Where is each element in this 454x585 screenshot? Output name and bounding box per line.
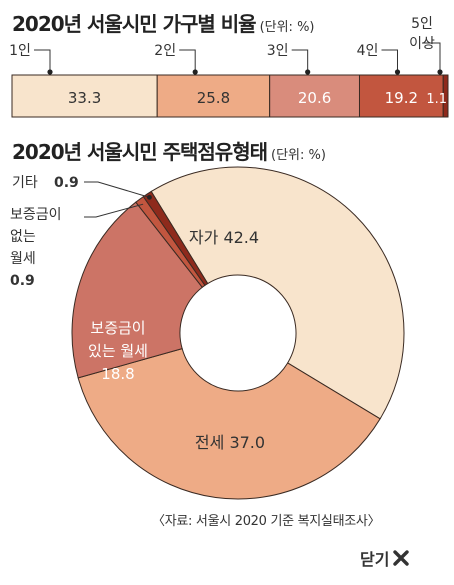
donut-slice-1 <box>150 166 405 420</box>
bar-leader-line-2 <box>179 49 196 71</box>
bar-value-label-1: 33.3 <box>68 89 101 107</box>
bar-value-label-4: 19.2 <box>385 89 418 107</box>
bar-leader-dot-3 <box>305 69 311 75</box>
bar-leader-line-4 <box>381 49 398 71</box>
donut-slice-2 <box>77 348 381 500</box>
chart-unit-housing: (단위: %) <box>271 148 326 163</box>
bar-category-label-3: 3인 <box>267 43 289 59</box>
bar-value-label-5: 1.1 <box>426 92 447 107</box>
bar-leader-dot-5 <box>437 69 443 75</box>
close-label: 닫기 <box>360 550 390 569</box>
bar-category-label-4: 4인 <box>357 43 379 59</box>
bar-leader-dot-1 <box>47 69 53 75</box>
bar-category-label-2: 2인 <box>154 43 176 59</box>
donut-value-slice-3: 18.8 <box>101 365 134 383</box>
donut-leader-line-4 <box>84 203 144 218</box>
bar-leader-dot-4 <box>394 69 401 75</box>
bar-leader-line-3 <box>291 49 309 71</box>
chart-unit-household: (단위: %) <box>259 20 315 35</box>
donut-label-slice-5: 기타 <box>12 175 38 191</box>
bar-segment-2 <box>156 74 271 118</box>
donut-label-slice-3-line-2: 있는 월세 <box>88 342 148 360</box>
donut-label-slice-3-line-1: 보증금이 <box>90 319 145 337</box>
donut-leader-dot-5 <box>147 194 152 200</box>
bar-category-label-1: 1인 <box>9 43 31 59</box>
chart-title-housing-text: 2020년 서울시민 주택점유형태 <box>12 140 268 164</box>
bar-leader-line-5 <box>422 42 441 71</box>
bar-value-label-2: 25.8 <box>197 89 230 107</box>
donut-label-slice-4-line-3: 월세 <box>10 251 36 267</box>
donut-leader-line-5 <box>84 181 150 198</box>
donut-slice-5 <box>142 190 209 287</box>
bar-category-label-5-line-2: 이상 <box>409 36 435 52</box>
bar-segment-4 <box>358 74 444 118</box>
bar-category-label-5-line-1: 5인 <box>411 16 433 32</box>
bar-segment-1 <box>11 74 158 118</box>
close-button[interactable]: 닫기 <box>360 545 410 571</box>
bar-segment-5 <box>442 74 449 118</box>
chart-title-household-text: 2020년 서울시민 가구별 비율 <box>12 12 257 36</box>
donut-label-slice-1: 자가 42.4 <box>189 228 259 247</box>
donut-label-slice-2: 전세 37.0 <box>195 433 265 452</box>
chart-title-household: 2020년 서울시민 가구별 비율 (단위: %) <box>12 8 315 37</box>
donut-label-slice-4-line-1: 보증금이 <box>10 207 62 223</box>
close-x-icon <box>393 550 410 566</box>
donut-value-slice-5: 0.9 <box>54 175 79 191</box>
donut-value-slice-4: 0.9 <box>10 273 35 289</box>
bar-leader-dot-2 <box>192 69 198 75</box>
source-note: 〈자료: 서울시 2020 기준 복지실태조사〉 <box>152 514 381 529</box>
bar-value-label-3: 20.6 <box>298 89 331 107</box>
bar-leader-line-1 <box>34 49 51 71</box>
chart-title-housing: 2020년 서울시민 주택점유형태 (단위: %) <box>12 136 326 165</box>
donut-label-slice-4-line-2: 없는 <box>10 229 36 245</box>
